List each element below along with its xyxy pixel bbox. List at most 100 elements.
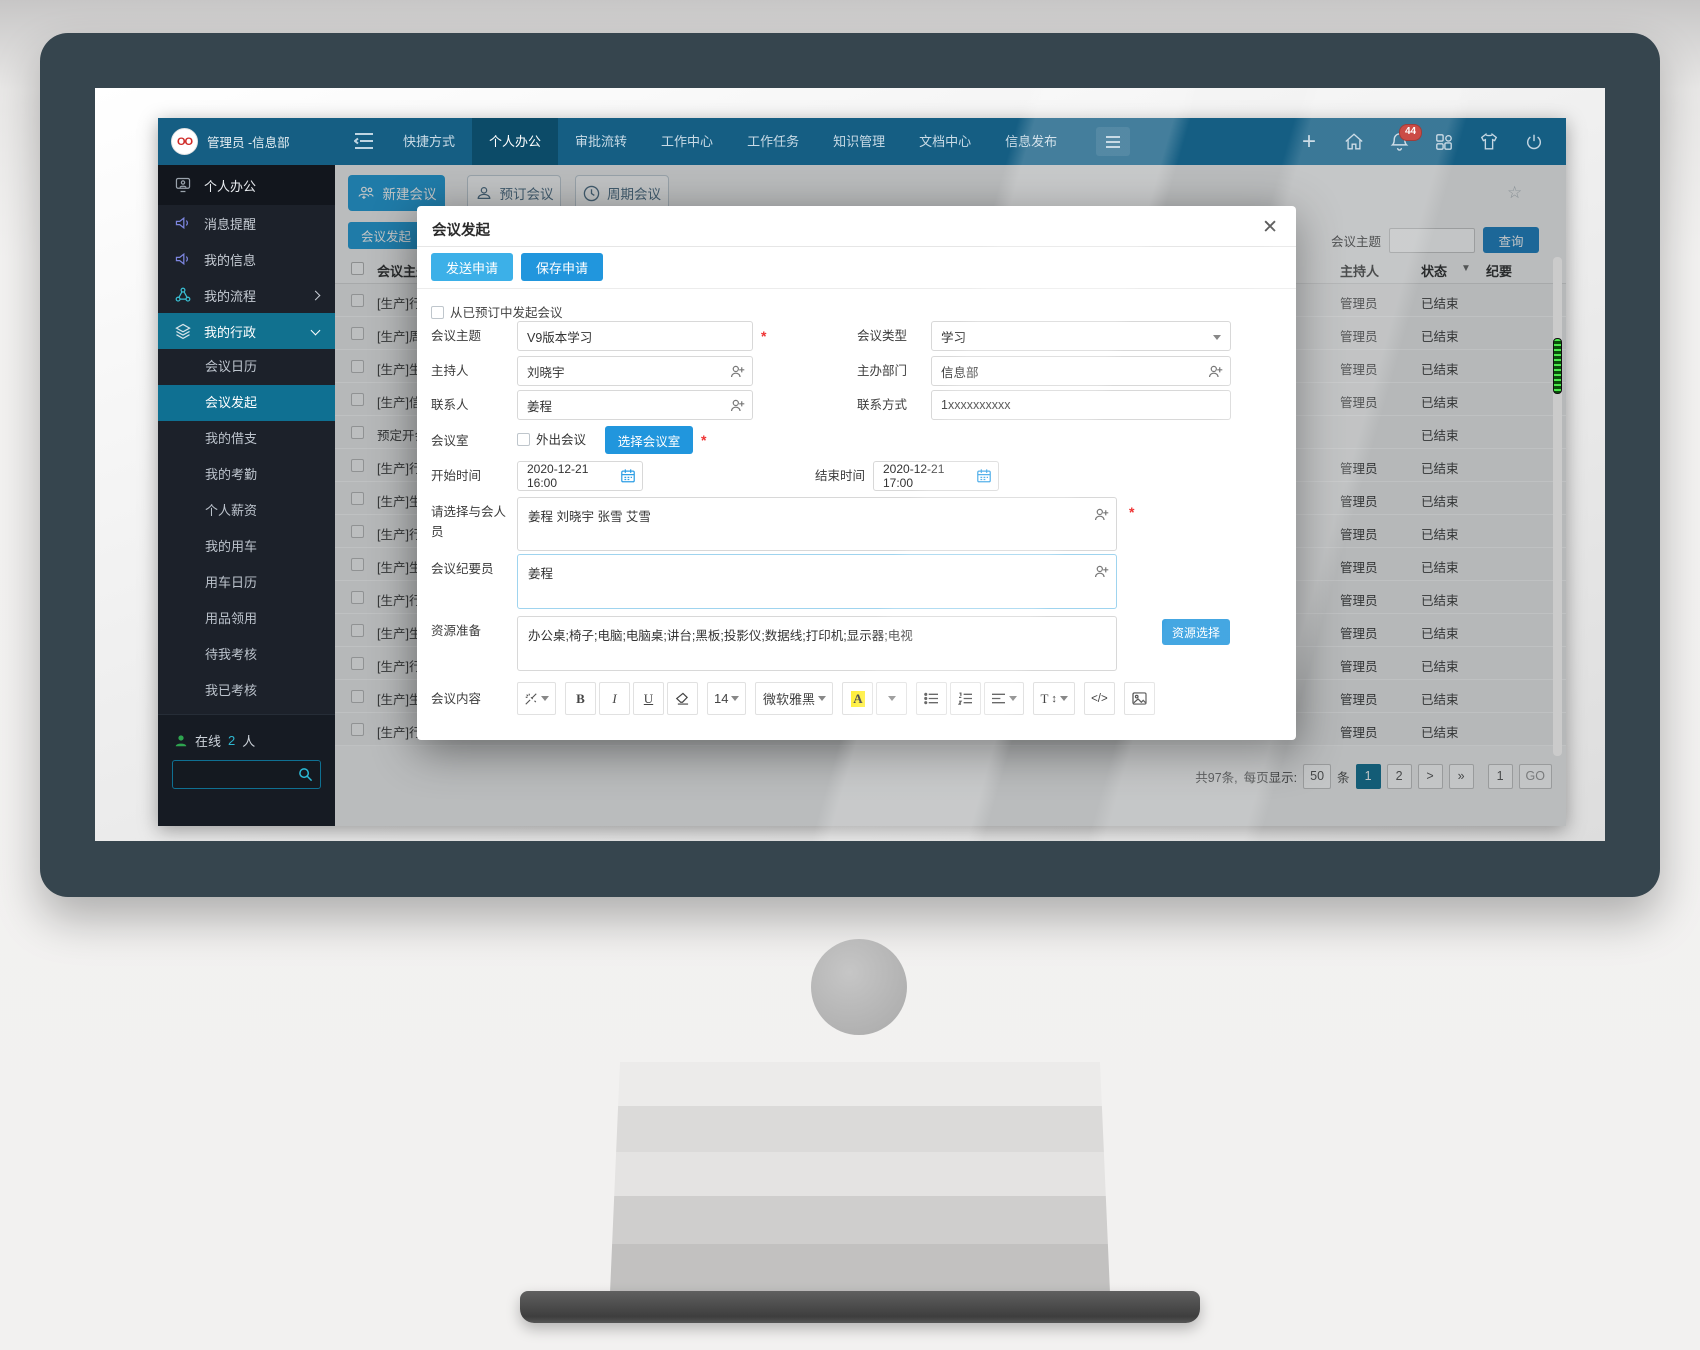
per-page-input[interactable]: 50 [1303, 763, 1332, 789]
meeting-initiate-tab[interactable]: 会议发起 [348, 222, 424, 249]
favorite-star-icon[interactable]: ☆ [1507, 183, 1523, 202]
sidebar-submenu-item[interactable]: 待我考核 [205, 647, 258, 662]
status-sort-caret-icon[interactable]: ▼ [1461, 263, 1471, 274]
sidebar-submenu-item[interactable]: 会议发起 [158, 385, 335, 421]
sidebar-submenu-item[interactable]: 用车日历 [205, 575, 258, 590]
person-add-icon[interactable] [1093, 506, 1110, 523]
theme-shirt-icon[interactable] [1479, 132, 1499, 152]
type-select[interactable]: 学习 [931, 321, 1231, 351]
row-checkbox[interactable] [351, 525, 364, 538]
dept-input[interactable]: 信息部 [931, 356, 1231, 386]
row-checkbox[interactable] [351, 393, 364, 406]
table-scrollbar-thumb[interactable] [1553, 338, 1562, 394]
last-page-button[interactable]: » [1448, 763, 1474, 789]
align-button[interactable] [984, 682, 1025, 715]
font-size-select[interactable]: 14 [707, 682, 747, 715]
sidebar-submenu-item[interactable]: 用品领用 [205, 611, 258, 626]
go-button[interactable]: GO [1518, 763, 1552, 789]
underline-button[interactable]: U [633, 682, 664, 715]
nav-menu-item[interactable]: 个人办公 [472, 118, 559, 165]
magic-format-button[interactable] [517, 682, 556, 715]
insert-image-button[interactable] [1123, 682, 1155, 715]
out-meeting-checkbox[interactable]: 外出会议 [517, 426, 586, 454]
sidebar-submenu-item[interactable]: 我的考勤 [205, 467, 258, 482]
choose-room-button[interactable]: 选择会议室 [605, 426, 693, 454]
row-checkbox[interactable] [351, 294, 364, 307]
menu-collapse-icon[interactable] [354, 132, 374, 150]
sidebar-submenu-item[interactable]: 会议日历 [205, 359, 258, 374]
sidebar-item-my-admin[interactable]: 我的行政 [158, 313, 335, 349]
sidebar-submenu-item[interactable]: 个人薪资 [205, 503, 258, 518]
sidebar-item-my-flow[interactable]: 我的流程 [158, 277, 335, 313]
sidebar-submenu-item[interactable]: 我的借支 [205, 431, 258, 446]
row-checkbox[interactable] [351, 360, 364, 373]
nav-menu-item[interactable]: 信息发布 [1005, 134, 1058, 149]
col-status[interactable]: 状态 [1421, 264, 1448, 279]
page-number-button[interactable]: 1 [1355, 763, 1381, 789]
col-notes[interactable]: 纪要 [1486, 264, 1513, 279]
contact-input[interactable]: 姜程 [517, 390, 753, 420]
save-request-button[interactable]: 保存申请 [521, 253, 603, 281]
row-checkbox[interactable] [351, 558, 364, 571]
new-meeting-button[interactable]: 新建会议 [348, 175, 445, 211]
person-add-icon[interactable] [1207, 363, 1224, 380]
apps-grid-icon[interactable] [1434, 132, 1454, 152]
person-add-icon[interactable] [1093, 563, 1110, 580]
end-time-input[interactable]: 2020-12-21 17:00 [873, 461, 999, 491]
nav-menu-item[interactable]: 工作中心 [661, 134, 714, 149]
resource-select-button[interactable]: 资源选择 [1162, 619, 1230, 645]
row-checkbox[interactable] [351, 591, 364, 604]
person-add-icon[interactable] [729, 363, 746, 380]
row-checkbox[interactable] [351, 690, 364, 703]
sidebar-submenu-item[interactable]: 我的用车 [205, 539, 258, 554]
italic-button[interactable]: I [599, 682, 630, 715]
eraser-button[interactable] [667, 682, 698, 715]
row-checkbox[interactable] [351, 624, 364, 637]
add-icon[interactable]: + [1301, 127, 1316, 155]
row-checkbox[interactable] [351, 657, 364, 670]
sidebar-item-personal-office[interactable]: 个人办公 [158, 165, 335, 205]
row-checkbox[interactable] [351, 723, 364, 736]
home-icon[interactable] [1344, 132, 1364, 152]
select-all-checkbox[interactable] [351, 262, 364, 275]
nav-menu-item[interactable]: 知识管理 [833, 134, 886, 149]
row-checkbox[interactable] [351, 327, 364, 340]
subject-search-input[interactable] [1389, 227, 1476, 253]
recorder-box[interactable]: 姜程 [517, 554, 1117, 609]
subject-input[interactable]: V9版本学习 [517, 321, 753, 351]
host-input[interactable]: 刘晓宇 [517, 356, 753, 386]
cycle-meeting-button[interactable]: 周期会议 [575, 175, 669, 211]
notifications-bell-icon[interactable]: 44 [1389, 123, 1423, 152]
sidebar-submenu-item[interactable]: 我已考核 [205, 683, 258, 698]
row-checkbox[interactable] [351, 459, 364, 472]
calendar-icon[interactable] [976, 468, 992, 484]
nav-menu-item[interactable]: 快捷方式 [403, 134, 456, 149]
send-request-button[interactable]: 发送申请 [431, 253, 513, 281]
start-time-input[interactable]: 2020-12-21 16:00 [517, 461, 643, 491]
from-booked-checkbox[interactable]: 从已预订中发起会议 [431, 302, 563, 321]
next-page-button[interactable]: > [1417, 763, 1443, 789]
row-checkbox[interactable] [351, 492, 364, 505]
page-number-button[interactable]: 2 [1386, 763, 1412, 789]
font-color-button[interactable]: A [842, 682, 874, 715]
navbar-user-block[interactable]: OO 管理员 -信息部 [158, 118, 335, 165]
more-menu-icon[interactable] [1096, 127, 1130, 156]
resources-box[interactable]: 办公桌;椅子;电脑;电脑桌;讲台;黑板;投影仪;数据线;打印机;显示器;电视 [517, 616, 1117, 671]
close-icon[interactable]: ✕ [1262, 217, 1278, 238]
row-checkbox[interactable] [351, 426, 364, 439]
calendar-icon[interactable] [620, 468, 636, 484]
font-color-caret-button[interactable] [876, 682, 908, 715]
table-scrollbar-track[interactable] [1553, 257, 1562, 756]
power-logout-icon[interactable] [1524, 132, 1544, 152]
sidebar-item-my-info[interactable]: 我的信息 [158, 241, 335, 277]
book-meeting-button[interactable]: 预订会议 [467, 175, 561, 211]
bold-button[interactable]: B [565, 682, 596, 715]
sidebar-search-input[interactable] [172, 760, 321, 789]
attendees-box[interactable]: 姜程 刘晓宇 张雪 艾雪 [517, 497, 1117, 551]
line-height-button[interactable]: T ↕ [1033, 682, 1075, 715]
sidebar-item-message-remind[interactable]: 消息提醒 [158, 205, 335, 241]
nav-menu-item[interactable]: 工作任务 [747, 134, 800, 149]
source-code-button[interactable]: </> [1083, 682, 1115, 715]
phone-input[interactable]: 1xxxxxxxxxx [931, 390, 1231, 420]
col-subject[interactable]: 会议主题 [377, 264, 430, 279]
